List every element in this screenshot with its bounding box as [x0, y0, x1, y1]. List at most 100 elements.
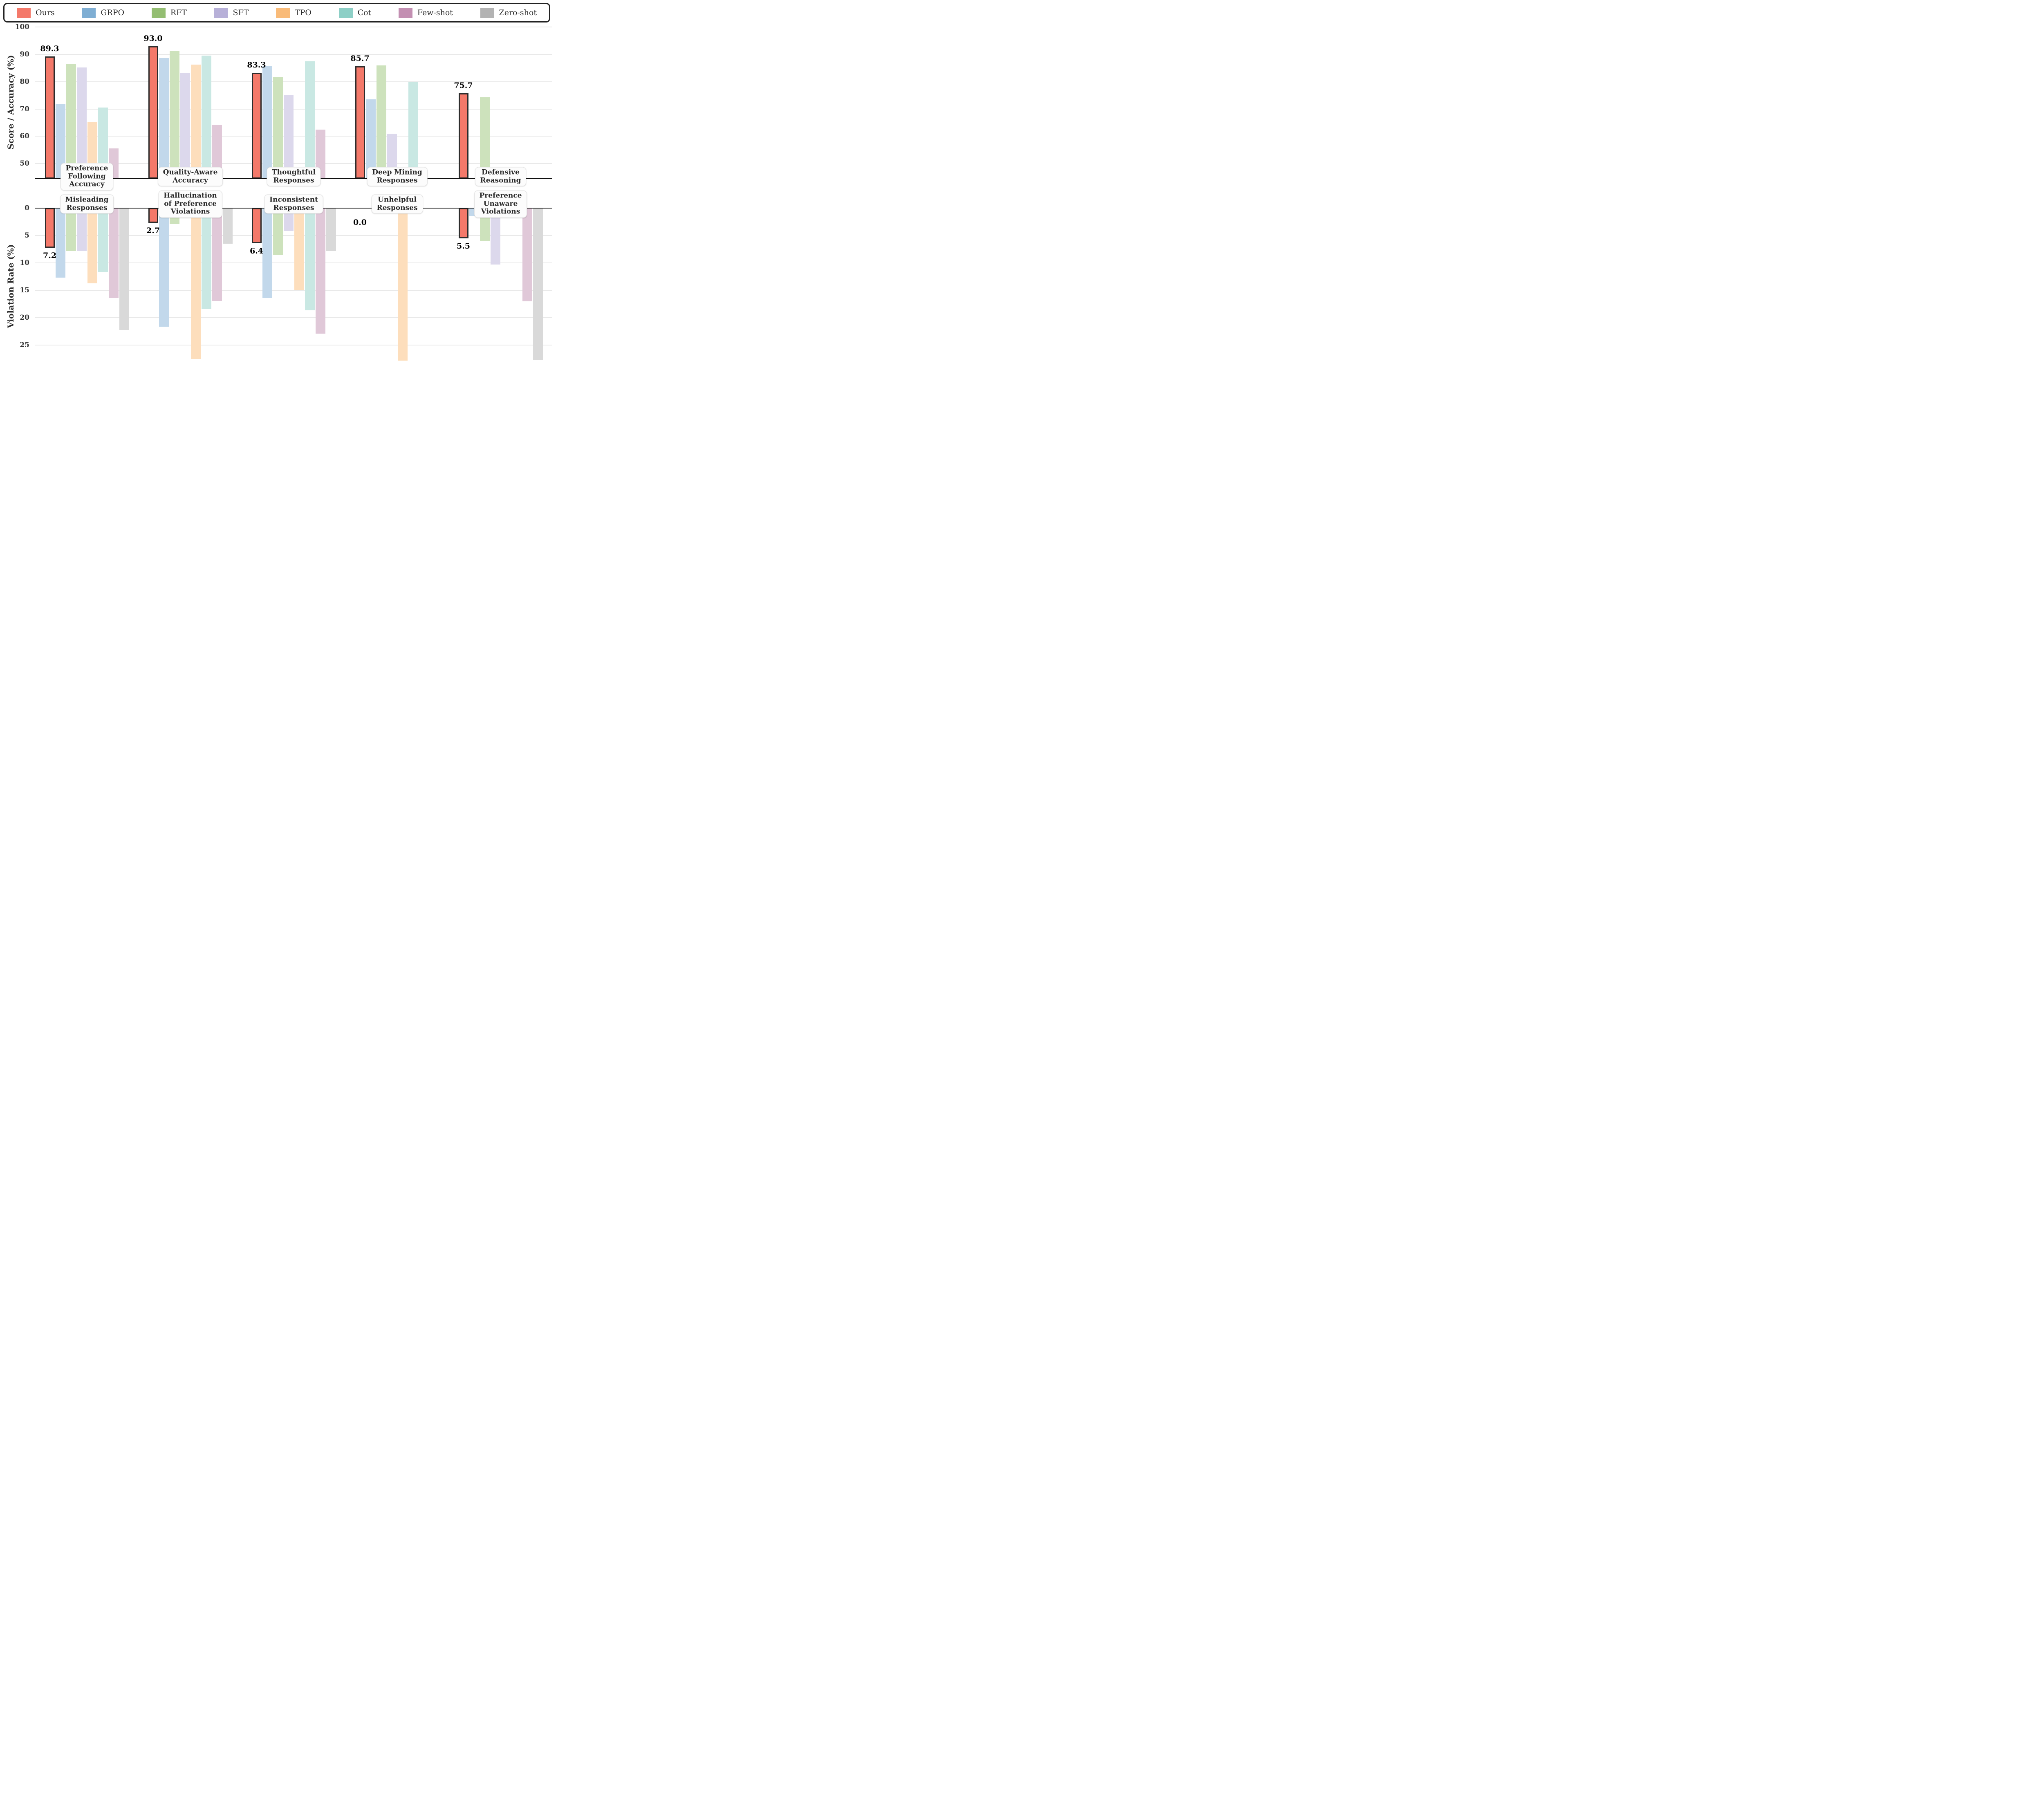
- bar-rft-cat3: [273, 77, 283, 179]
- bar-slot: 75.7: [454, 25, 473, 179]
- bar-slot: [533, 25, 543, 179]
- bar-slot: [76, 208, 87, 362]
- bar-cot-cat2: [201, 208, 211, 309]
- category-label-bottom-1: Misleading Responses: [60, 194, 114, 214]
- bar-group-2: 2.7: [139, 208, 242, 362]
- value-label-ours-cat5: 75.7: [454, 81, 473, 90]
- bar-slot: [397, 208, 408, 362]
- bar-ours-cat1: [45, 56, 55, 179]
- bar-slot: [212, 25, 222, 179]
- bar-ours-cat5: [458, 208, 468, 238]
- bar-slot: [522, 25, 533, 179]
- bar-group-2: 93.0: [139, 25, 242, 179]
- legend-swatch-icon-zero-shot: [480, 7, 494, 18]
- y-tick-label-5: 5: [25, 231, 29, 240]
- gridline-y-70: [35, 108, 552, 110]
- gridline-y-90: [35, 54, 552, 55]
- bar-cot-cat3: [305, 61, 315, 179]
- y-tick-label-70: 70: [20, 105, 29, 113]
- gridline-y-60: [35, 136, 552, 137]
- bar-grpo-cat2: [159, 58, 169, 179]
- legend-item-sft: SFT: [214, 7, 249, 18]
- bar-slot: [262, 25, 273, 179]
- bar-slot: [397, 25, 408, 179]
- y-tick-label-80: 80: [20, 77, 29, 86]
- bar-slot: [222, 208, 233, 362]
- bar-slot: 7.2: [43, 208, 57, 362]
- bar-cot-cat4: [408, 81, 418, 179]
- bar-tpo-cat2: [191, 208, 201, 359]
- gridline-y-15: [35, 290, 552, 291]
- gridline-y-5: [35, 235, 552, 236]
- bar-group-5: 75.7: [449, 25, 552, 179]
- bar-slot: [501, 25, 511, 179]
- y-tick-label-50: 50: [20, 159, 29, 168]
- bar-slot: [66, 25, 76, 179]
- bar-slot: [480, 208, 490, 362]
- bar-slot: [119, 208, 130, 362]
- bar-cot-cat3: [305, 208, 315, 310]
- bar-slot: [305, 208, 315, 362]
- bar-slot: [169, 25, 180, 179]
- value-label-ours-cat2: 2.7: [146, 226, 160, 236]
- bar-sft-cat2: [180, 73, 190, 179]
- bar-cot-cat1: [98, 208, 108, 272]
- bar-slot: [469, 25, 480, 179]
- panel-score-accuracy: 89.3 93.0 83.3 85.7 75.7: [35, 25, 552, 179]
- bar-ours-cat4: [355, 66, 365, 179]
- bar-slot: [191, 25, 201, 179]
- category-label-top-4: Deep Mining Responses: [367, 167, 428, 186]
- bar-ours-cat3: [251, 208, 262, 243]
- bar-slot: [66, 208, 76, 362]
- value-label-ours-cat1: 89.3: [40, 44, 59, 53]
- category-label-bottom-3: Inconsistent Responses: [264, 194, 323, 214]
- legend-label: Few-shot: [417, 8, 453, 17]
- value-label-ours-cat1: 7.2: [43, 251, 57, 260]
- legend-item-few-shot: Few-shot: [398, 7, 453, 18]
- bar-slot: [419, 208, 429, 362]
- bar-tpo-cat4: [397, 208, 408, 361]
- bar-slot: [533, 208, 543, 362]
- y-tick-label-90: 90: [20, 50, 29, 58]
- bar-slot: [108, 25, 119, 179]
- bar-slot: [87, 25, 98, 179]
- bar-few-shot-cat5: [522, 208, 532, 302]
- bar-slot: [55, 208, 66, 362]
- bar-slot: [501, 208, 511, 362]
- bar-slot: [511, 25, 522, 179]
- value-label-ours-cat3: 83.3: [247, 60, 266, 70]
- bar-slot: [408, 208, 419, 362]
- bar-slot: [87, 208, 98, 362]
- bar-ours-cat2: [148, 208, 158, 223]
- bar-slot: [119, 25, 130, 179]
- bar-slot: [273, 25, 283, 179]
- bar-slot: [201, 208, 212, 362]
- bar-slot: [169, 208, 180, 362]
- y-tick-label-10: 10: [20, 259, 29, 267]
- legend-label: TPO: [294, 8, 312, 17]
- y-tick-label-100: 100: [15, 23, 30, 31]
- bar-ours-cat5: [458, 93, 468, 179]
- bar-group-1: 7.2: [35, 208, 139, 362]
- gridline-y-10: [35, 262, 552, 264]
- bar-slot: [480, 25, 490, 179]
- bar-rft-cat5: [480, 97, 490, 179]
- bar-slot: [159, 25, 169, 179]
- value-label-ours-cat4: 85.7: [350, 54, 370, 63]
- category-label-top-2: Quality-Aware Accuracy: [157, 167, 223, 186]
- bar-slot: [315, 25, 326, 179]
- bar-group-3: 83.3: [242, 25, 345, 179]
- bar-tpo-cat1: [87, 208, 97, 283]
- bar-sft-cat1: [76, 208, 87, 251]
- bar-rft-cat3: [273, 208, 283, 255]
- bar-slot: [315, 208, 326, 362]
- legend-item-grpo: GRPO: [82, 7, 124, 18]
- bar-slot: [511, 208, 522, 362]
- bar-slot: 2.7: [146, 208, 160, 362]
- bar-slot: [283, 208, 294, 362]
- bar-rft-cat1: [66, 64, 76, 179]
- bar-rft-cat2: [169, 51, 179, 179]
- bar-slot: 89.3: [40, 25, 59, 179]
- legend-item-tpo: TPO: [276, 7, 312, 18]
- bar-zero-shot-cat1: [119, 208, 129, 330]
